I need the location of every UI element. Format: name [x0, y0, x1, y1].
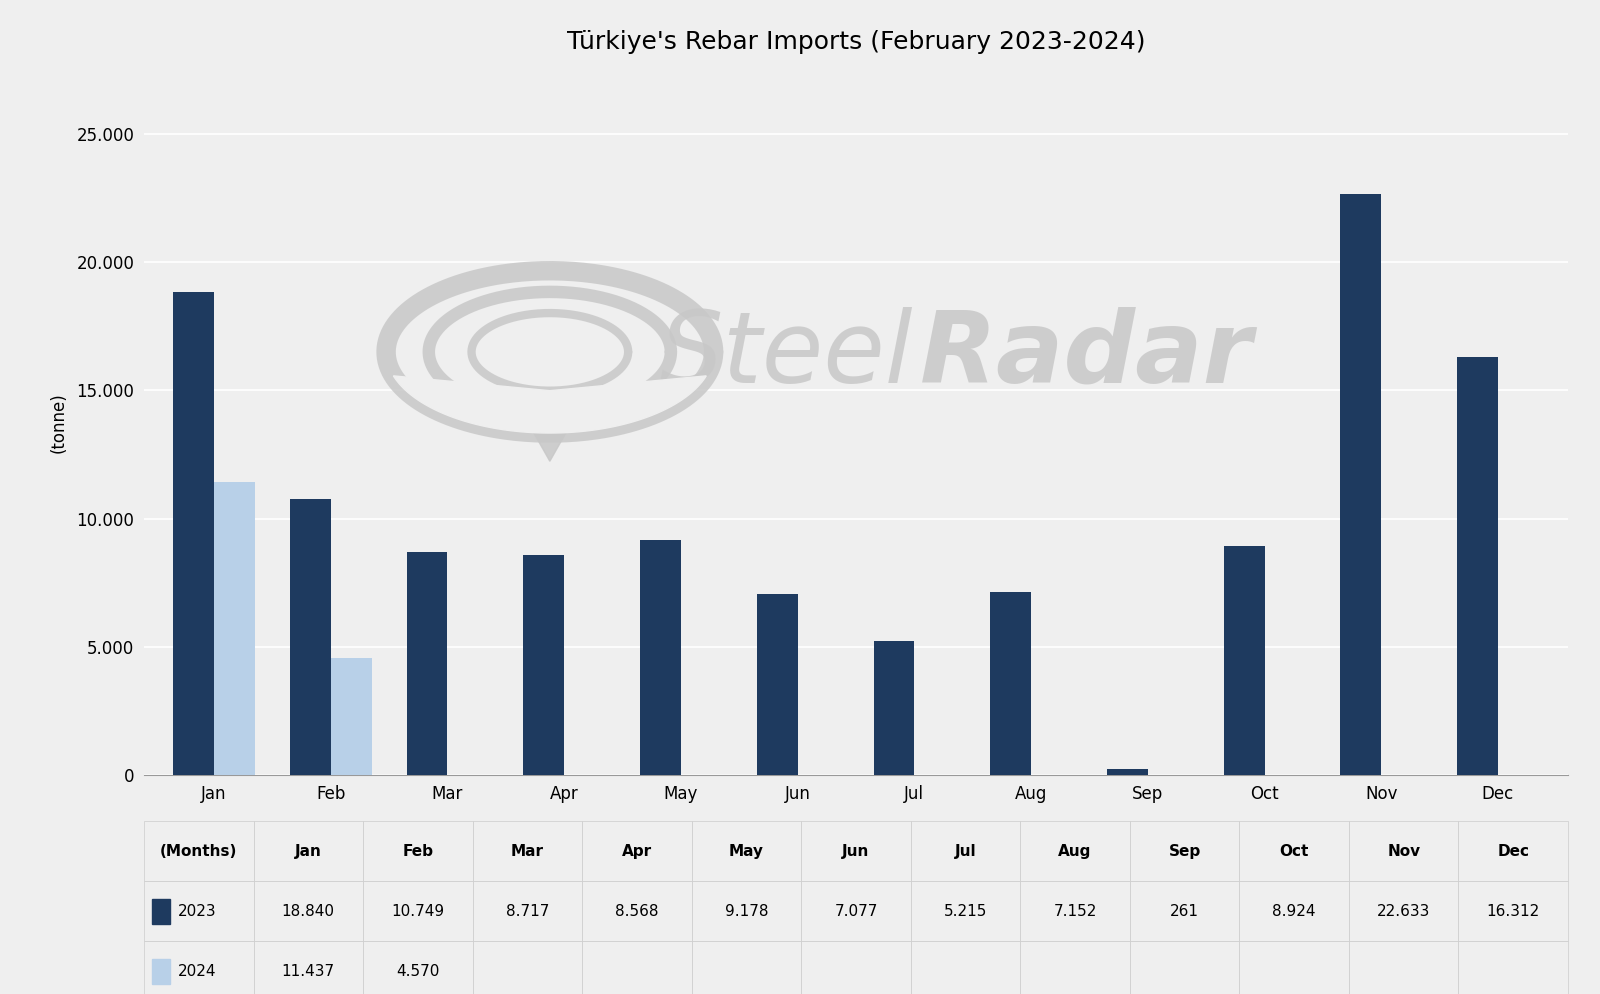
- Text: 2023: 2023: [178, 904, 216, 918]
- Bar: [990, 591, 1030, 775]
- Bar: [173, 292, 214, 775]
- Y-axis label: (tonne): (tonne): [50, 392, 69, 453]
- Bar: [640, 540, 682, 775]
- Bar: [1107, 768, 1147, 775]
- Bar: [1341, 195, 1381, 775]
- Bar: [406, 552, 448, 775]
- Polygon shape: [502, 329, 597, 375]
- Bar: [757, 593, 798, 775]
- Text: Radar: Radar: [920, 307, 1253, 404]
- Bar: [1224, 547, 1264, 775]
- Bar: [1458, 357, 1498, 775]
- Polygon shape: [394, 376, 706, 433]
- Text: 2024: 2024: [178, 963, 216, 979]
- Polygon shape: [510, 391, 590, 461]
- Text: Steel: Steel: [659, 307, 914, 404]
- Bar: [331, 658, 371, 775]
- Title: Türkiye's Rebar Imports (February 2023-2024): Türkiye's Rebar Imports (February 2023-2…: [566, 30, 1146, 54]
- Bar: [290, 499, 331, 775]
- Bar: [214, 482, 254, 775]
- Bar: [874, 641, 914, 775]
- Bar: [523, 556, 565, 775]
